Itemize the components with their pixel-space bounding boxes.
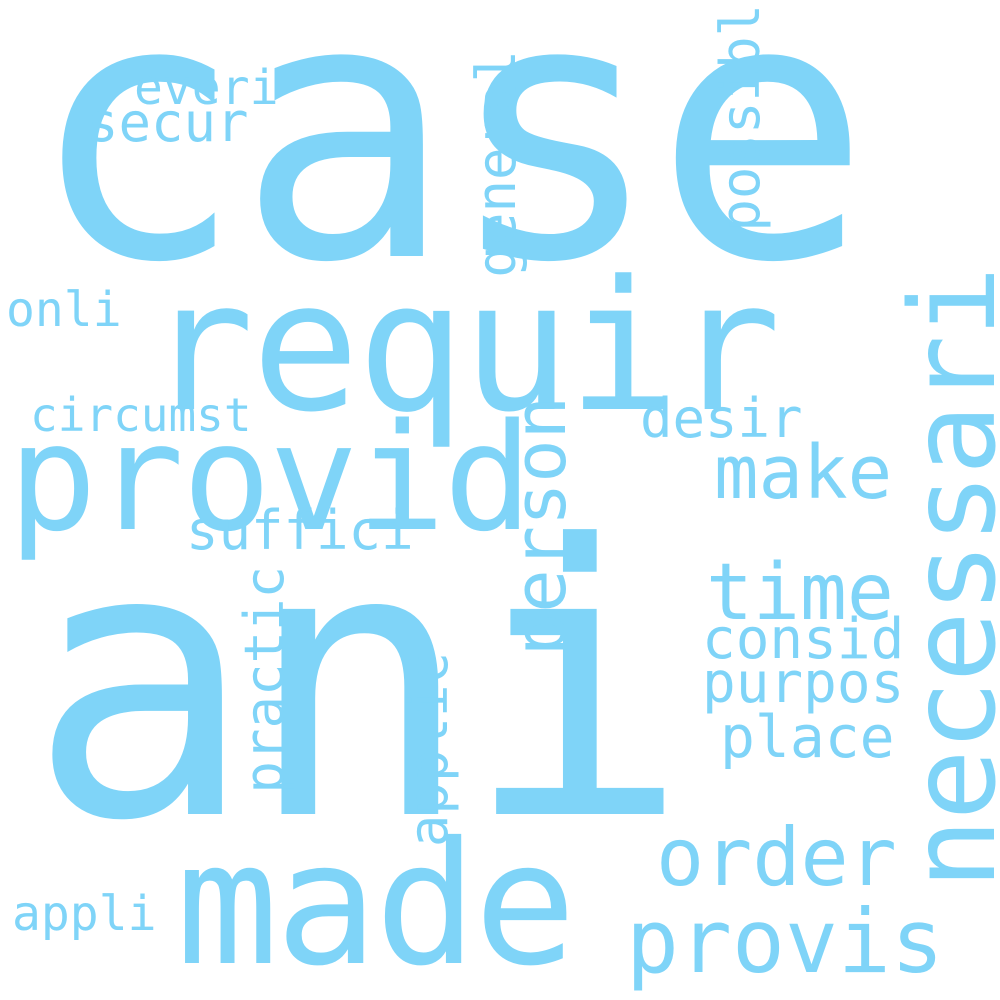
word-purpos: purpos xyxy=(702,651,905,716)
word-circumst: circumst xyxy=(30,388,252,442)
word-practic[interactable]: practic xyxy=(233,566,296,794)
word-desir: desir xyxy=(640,387,803,450)
word-onli: onli xyxy=(6,282,122,338)
word-ani: ani xyxy=(28,467,689,903)
word-make: make xyxy=(714,430,893,516)
word-requir: requir xyxy=(146,243,781,452)
word-person-text: person xyxy=(498,396,582,657)
word-place: place xyxy=(720,703,895,771)
word-applic-text: applic xyxy=(397,652,460,848)
word-everi: everi xyxy=(134,60,279,116)
word-provis: provis xyxy=(626,890,944,993)
word-applic[interactable]: applic xyxy=(397,652,460,847)
word-appli: appli xyxy=(12,886,157,942)
word-possibl[interactable]: possibl xyxy=(709,4,772,232)
word-made: made xyxy=(176,806,576,1000)
word-general-text: general xyxy=(465,50,528,278)
word-time: time xyxy=(706,548,894,638)
word-person[interactable]: person xyxy=(498,396,582,658)
word-practic-text: practic xyxy=(233,566,296,794)
word-case: case xyxy=(28,0,871,341)
word-necessari[interactable]: necessari xyxy=(884,268,1000,924)
word-general[interactable]: general xyxy=(465,50,528,278)
word-necessari-text: necessari xyxy=(884,268,1000,890)
word-provid: provid xyxy=(8,392,533,564)
word-suffici: suffici xyxy=(186,499,414,562)
word-possibl-text: possibl xyxy=(709,4,772,232)
word-order: order xyxy=(656,811,897,904)
word-secur: secur xyxy=(86,91,249,154)
word-consid: consid xyxy=(702,607,905,672)
